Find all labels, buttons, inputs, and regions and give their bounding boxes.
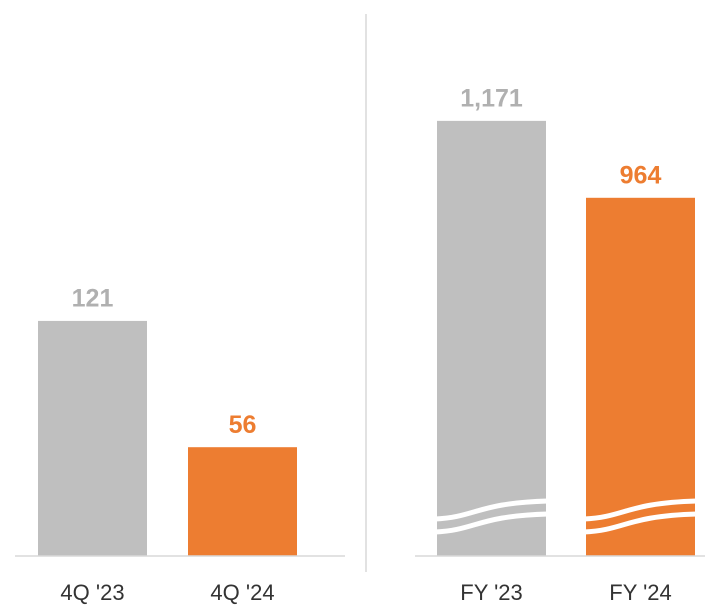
x-tick-label: 4Q '24 bbox=[210, 580, 274, 605]
axis-break bbox=[583, 498, 698, 522]
bar bbox=[586, 197, 695, 556]
axis-break bbox=[434, 511, 549, 535]
x-tick-label: FY '24 bbox=[609, 580, 672, 605]
bar bbox=[38, 320, 147, 556]
value-label: 964 bbox=[620, 161, 662, 189]
value-label: 1,171 bbox=[460, 84, 523, 112]
x-tick-label: 4Q '23 bbox=[60, 580, 124, 605]
axis-break bbox=[434, 498, 549, 522]
bar bbox=[188, 447, 297, 556]
value-label: 56 bbox=[229, 411, 257, 439]
axis-break bbox=[583, 511, 698, 535]
bar bbox=[437, 120, 546, 556]
value-label: 121 bbox=[72, 285, 114, 313]
x-tick-label: FY '23 bbox=[460, 580, 523, 605]
